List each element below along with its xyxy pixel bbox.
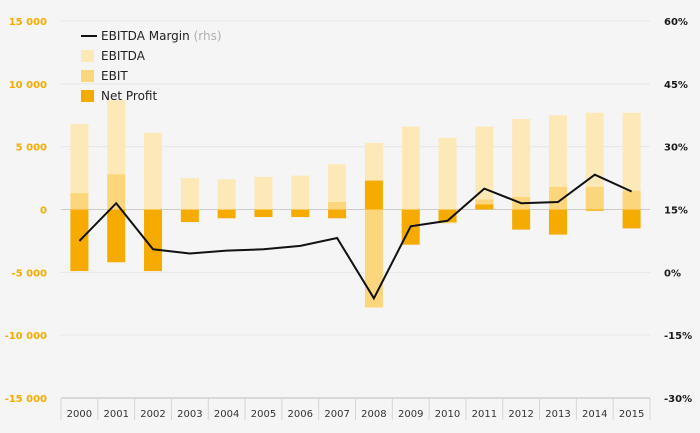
x-tick-label: 2001	[103, 409, 128, 420]
y-tick-label-right: -30%	[664, 394, 692, 405]
y-tick-label-right: 30%	[664, 143, 688, 154]
bar-ebitda	[70, 124, 89, 210]
bar-ebitda	[622, 112, 641, 210]
y-tick-label-right: 60%	[664, 17, 688, 28]
bar-ebitda	[180, 178, 199, 210]
legend: EBITDA Margin (rhs) EBITDA EBIT Net Prof…	[81, 29, 222, 103]
bar-ebitda	[438, 137, 457, 210]
y-tick-label-left: -15 000	[5, 394, 47, 405]
bar-ebit	[70, 193, 89, 210]
bar-ebit	[364, 209, 383, 308]
bar-net-profit	[548, 209, 567, 235]
x-tick-label: 2004	[214, 409, 239, 420]
bar-net-profit	[180, 209, 199, 223]
bar-net-profit	[144, 209, 163, 272]
bar-net-profit	[107, 209, 126, 263]
x-tick-label: 2005	[251, 409, 276, 420]
bar-ebitda	[548, 115, 567, 210]
legend-label-ebitda: EBITDA	[101, 49, 146, 63]
bar-net-profit	[328, 209, 347, 219]
line-ebitda-margin	[78, 173, 633, 301]
bar-net-profit	[475, 204, 494, 210]
legend-label-net-profit: Net Profit	[101, 89, 157, 103]
y-tick-label-left: 15 000	[9, 17, 47, 28]
bar-ebitda	[328, 164, 347, 210]
x-tick-label: 2009	[398, 409, 423, 420]
bar-ebitda	[254, 176, 273, 210]
bar-ebitda	[585, 112, 604, 210]
y-tick-label-right: 15%	[664, 206, 688, 217]
bar-ebit	[107, 174, 126, 210]
x-tick-label: 2015	[619, 409, 644, 420]
y-tick-label-left: 0	[40, 206, 47, 217]
y-tick-label-left: -5 000	[12, 268, 48, 279]
legend-swatch-ebitda	[81, 50, 94, 62]
x-tick-label: 2012	[508, 409, 533, 420]
bar-ebitda	[217, 179, 236, 210]
bar-net-profit	[291, 209, 310, 218]
bar-net-profit	[622, 209, 641, 229]
bar-ebit	[585, 186, 604, 210]
bar-net-profit	[217, 209, 236, 219]
x-tick-label: 2013	[545, 409, 570, 420]
legend-swatch-ebit	[81, 70, 94, 82]
x-tick-label: 2003	[177, 409, 202, 420]
legend-swatch-net-profit	[81, 90, 94, 102]
y-tick-label-left: -10 000	[5, 331, 47, 342]
bar-ebit	[622, 190, 641, 210]
bar-net-profit	[512, 209, 531, 230]
legend-label-ebitda-margin: EBITDA Margin (rhs)	[101, 29, 222, 43]
legend-label-ebit: EBIT	[101, 69, 128, 83]
bar-ebitda	[401, 126, 420, 210]
bar-ebitda	[291, 175, 310, 210]
y-tick-label-right: -15%	[664, 331, 692, 342]
x-tick-label: 2010	[435, 409, 460, 420]
bar-ebitda	[144, 132, 163, 210]
bar-ebitda	[475, 126, 494, 210]
y-tick-label-right: 45%	[664, 80, 688, 91]
bar-ebitda	[512, 119, 531, 210]
bar-net-profit	[364, 180, 383, 210]
x-tick-label: 2008	[361, 409, 386, 420]
bar-ebit	[328, 201, 347, 210]
y-tick-label-left: 10 000	[9, 80, 47, 91]
bars	[70, 100, 641, 308]
y-tick-label-right: 0%	[664, 268, 681, 279]
bar-net-profit	[254, 209, 273, 218]
bar-ebit	[548, 186, 567, 210]
x-tick-label: 2014	[582, 409, 607, 420]
bar-net-profit	[438, 209, 457, 223]
x-tick-label: 2006	[288, 409, 313, 420]
x-tick-label: 2002	[140, 409, 165, 420]
margin-line	[78, 173, 633, 301]
bar-net-profit	[585, 209, 604, 211]
x-tick-label: 2007	[324, 409, 349, 420]
axes: 15 000 10 000 5 000 0 -5 000 -10 000 -15 000 60…	[5, 17, 692, 420]
x-tick-label: 2011	[472, 409, 497, 420]
x-tick-label: 2000	[67, 409, 92, 420]
y-tick-label-left: 5 000	[16, 143, 47, 154]
